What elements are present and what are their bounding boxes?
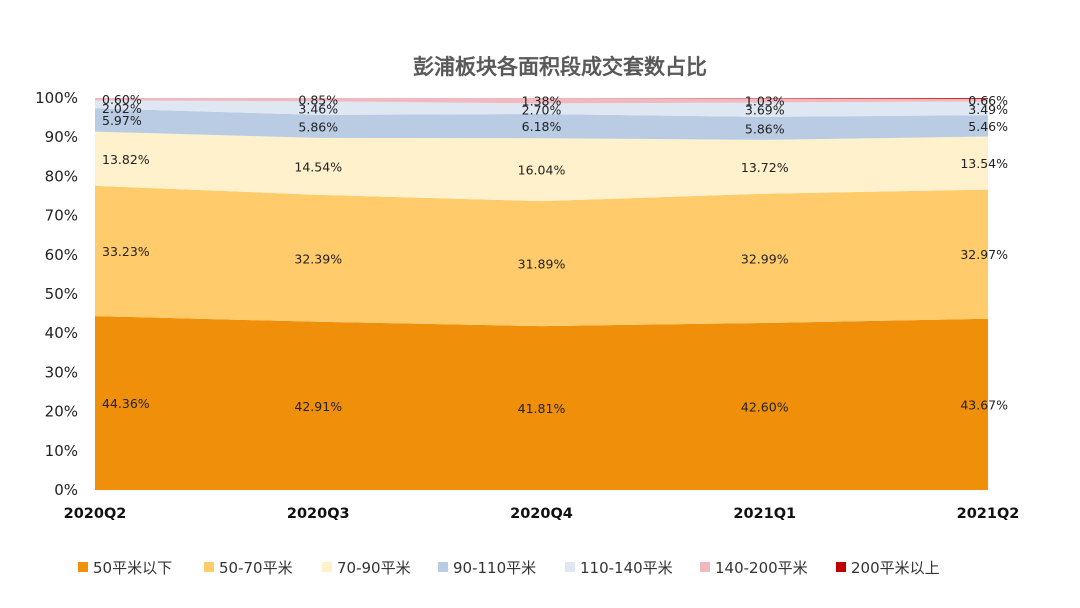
y-tick-label: 50%	[45, 285, 78, 303]
x-tick-label: 2021Q2	[957, 506, 1020, 522]
legend-label: 200平米以上	[851, 559, 940, 577]
legend-swatch	[700, 562, 710, 572]
area-3-70-90	[95, 131, 988, 202]
data-label: 31.89%	[518, 257, 566, 272]
legend-swatch	[322, 562, 332, 572]
chart-title: 彭浦板块各面积段成交套数占比	[413, 55, 707, 79]
data-label: 32.99%	[741, 251, 789, 266]
data-label: 13.54%	[960, 156, 1008, 171]
y-tick-label: 10%	[45, 442, 78, 460]
legend-label: 110-140平米	[580, 559, 673, 577]
legend-label: 90-110平米	[453, 559, 536, 577]
data-label: 43.67%	[960, 397, 1008, 412]
area-1-50	[95, 316, 988, 490]
data-label: 0.60%	[102, 92, 142, 107]
y-tick-label: 60%	[45, 246, 78, 264]
data-label: 6.18%	[522, 119, 562, 134]
data-label: 2.02%	[102, 101, 142, 116]
legend-swatch	[565, 562, 575, 572]
y-tick-label: 100%	[35, 89, 78, 107]
legend-swatch	[204, 562, 214, 572]
data-label: 41.81%	[518, 401, 566, 416]
data-label: 2.70%	[522, 103, 562, 118]
area-5-110-140	[95, 100, 988, 117]
data-label: 0.85%	[298, 93, 338, 108]
x-tick-label: 2020Q4	[510, 506, 573, 522]
legend-label: 50平米以下	[93, 559, 172, 577]
area-4-90-110	[95, 108, 988, 140]
legend-swatch	[438, 562, 448, 572]
data-label: 42.60%	[741, 400, 789, 415]
data-label: 5.97%	[102, 113, 142, 128]
legend-label: 70-90平米	[337, 559, 411, 577]
x-tick-label: 2020Q3	[287, 506, 350, 522]
y-tick-label: 30%	[45, 363, 78, 381]
data-label: 3.69%	[745, 103, 785, 118]
x-tick-label: 2021Q1	[733, 506, 796, 522]
data-label: 32.39%	[294, 251, 342, 266]
data-label: 13.72%	[741, 160, 789, 175]
data-label: 0.66%	[968, 93, 1008, 108]
y-tick-label: 40%	[45, 324, 78, 342]
x-axis: 2020Q2 2020Q3 2020Q4 2021Q1 2021Q2	[64, 506, 1020, 522]
data-label: 3.49%	[968, 102, 1008, 117]
area-7-200	[95, 98, 988, 99]
x-tick-label: 2020Q2	[64, 506, 127, 522]
y-tick-label: 0%	[54, 481, 78, 499]
data-label: 1.03%	[745, 93, 785, 108]
y-axis: 0% 10% 20% 30% 40% 50% 60% 70% 80% 90% 100%	[35, 89, 78, 499]
data-label: 5.86%	[745, 121, 785, 136]
data-label: 3.46%	[298, 102, 338, 117]
legend-swatch	[78, 562, 88, 572]
y-tick-label: 80%	[45, 167, 78, 185]
data-label: 16.04%	[518, 163, 566, 178]
data-label: 44.36%	[102, 396, 150, 411]
area-series-group	[95, 98, 988, 490]
data-label: 13.82%	[102, 152, 150, 167]
y-tick-label: 20%	[45, 403, 78, 421]
data-label: 5.46%	[968, 119, 1008, 134]
data-label: 5.86%	[298, 119, 338, 134]
data-label: 14.54%	[294, 159, 342, 174]
legend-label: 140-200平米	[715, 559, 808, 577]
y-tick-label: 90%	[45, 128, 78, 146]
area-2-50-70	[95, 185, 988, 327]
legend-swatch	[836, 562, 846, 572]
data-label: 1.38%	[522, 94, 562, 109]
legend: 50平米以下 50-70平米 70-90平米 90-110平米 110-140平米 140…	[78, 559, 940, 577]
data-labels: 0.60%2.02%5.97%13.82%33.23%44.36%0.85%3.…	[102, 92, 1008, 416]
legend-label: 50-70平米	[219, 559, 293, 577]
data-label: 32.97%	[960, 247, 1008, 262]
y-tick-label: 70%	[45, 207, 78, 225]
data-label: 42.91%	[294, 399, 342, 414]
data-label: 33.23%	[102, 244, 150, 259]
area-6-140-200	[95, 98, 988, 104]
